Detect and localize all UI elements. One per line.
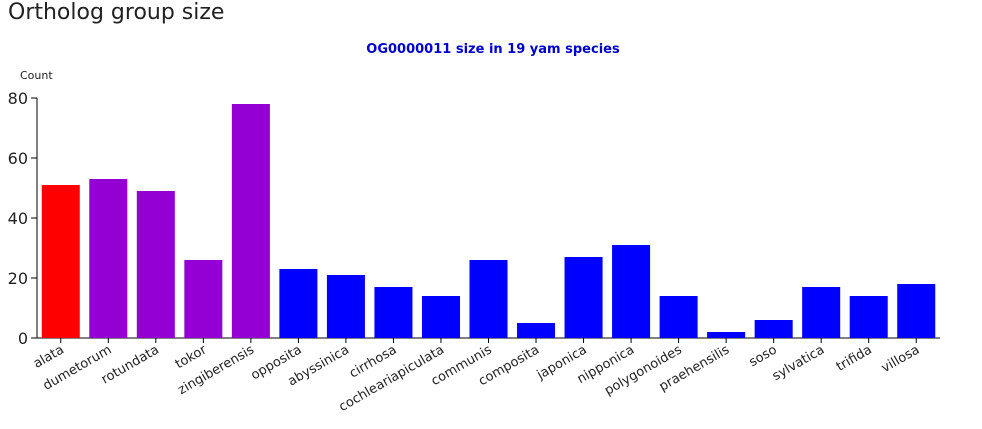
- x-tick-label: villosa: [879, 342, 922, 376]
- bar: [184, 260, 223, 338]
- bar: [136, 191, 175, 338]
- bar: [374, 287, 413, 338]
- bar: [89, 179, 128, 338]
- y-tick-label: 20: [8, 269, 28, 288]
- y-axis-label: Count: [20, 69, 53, 82]
- chart-title: OG0000011 size in 19 yam species: [366, 42, 620, 57]
- y-tick-label: 40: [8, 209, 28, 228]
- bar: [754, 320, 793, 338]
- x-tick-label: alata: [31, 342, 67, 371]
- bar: [612, 245, 651, 338]
- bar: [231, 104, 270, 338]
- x-tick-label: trifida: [834, 342, 875, 374]
- bar: [802, 287, 841, 338]
- bar: [421, 296, 460, 338]
- bar: [469, 260, 508, 338]
- bar: [659, 296, 698, 338]
- bar: [707, 332, 746, 338]
- y-tick-label: 80: [8, 89, 28, 108]
- bar: [564, 257, 603, 338]
- bar: [897, 284, 936, 338]
- y-tick-label: 60: [8, 149, 28, 168]
- x-tick-label: sylvatica: [770, 342, 827, 384]
- bar: [849, 296, 888, 338]
- page-title: Ortholog group size: [8, 0, 225, 25]
- bar: [41, 185, 80, 338]
- y-tick-label: 0: [18, 329, 28, 348]
- bar: [517, 323, 556, 338]
- bar: [279, 269, 318, 338]
- bar: [326, 275, 365, 338]
- x-tick-label: soso: [747, 342, 780, 370]
